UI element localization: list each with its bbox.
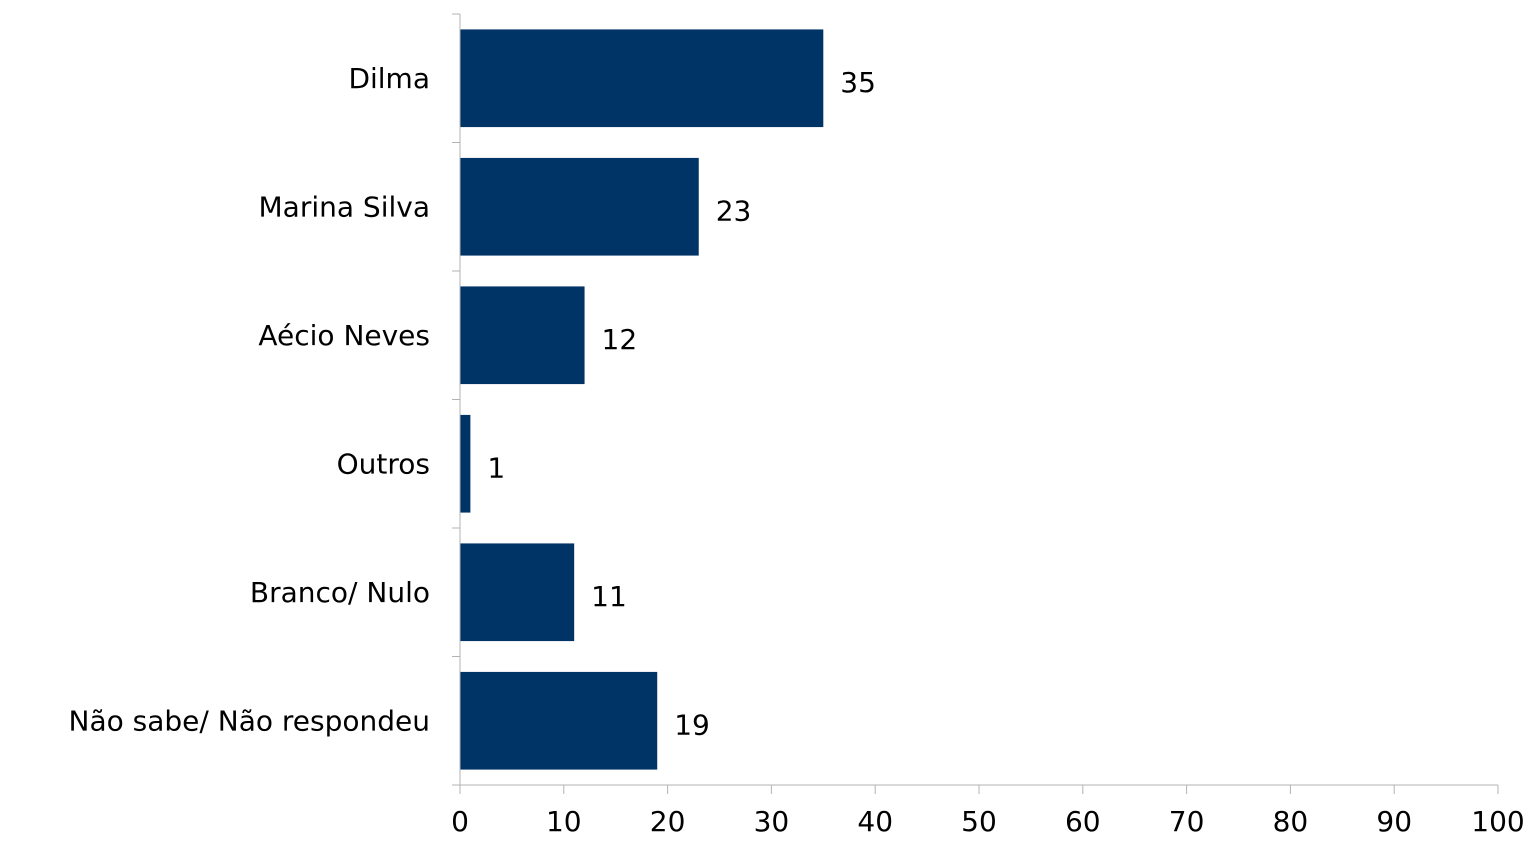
x-tick-label-70: 70: [1169, 805, 1205, 838]
x-tick-label-100: 100: [1471, 805, 1524, 838]
bar-outros: [460, 414, 471, 513]
category-label-nao-sabe-nao-respondeu: Não sabe/ Não respondeu: [69, 704, 430, 737]
category-label-marina-silva: Marina Silva: [259, 190, 430, 223]
value-label-branco-nulo: 11: [591, 580, 627, 613]
x-tick-label-0: 0: [451, 805, 469, 838]
x-tick-label-10: 10: [546, 805, 582, 838]
x-tick-label-40: 40: [857, 805, 893, 838]
x-tick-label-90: 90: [1376, 805, 1412, 838]
bar-nao-sabe-nao-respondeu: [460, 671, 658, 770]
x-tick-label-30: 30: [754, 805, 790, 838]
x-tick-label-80: 80: [1273, 805, 1309, 838]
category-label-aecio-neves: Aécio Neves: [258, 319, 430, 352]
x-tick-label-60: 60: [1065, 805, 1101, 838]
value-label-nao-sabe-nao-respondeu: 19: [674, 708, 710, 741]
x-tick-label-20: 20: [650, 805, 686, 838]
bar-marina-silva: [460, 157, 699, 256]
value-label-outros: 1: [487, 451, 505, 484]
value-label-marina-silva: 23: [716, 194, 752, 227]
bar-dilma: [460, 29, 824, 128]
bars-layer: [460, 29, 824, 770]
category-label-dilma: Dilma: [348, 62, 430, 95]
category-label-branco-nulo: Branco/ Nulo: [250, 576, 430, 609]
bar-branco-nulo: [460, 543, 575, 642]
bar-aecio-neves: [460, 286, 585, 385]
x-tick-label-50: 50: [961, 805, 997, 838]
category-label-outros: Outros: [337, 447, 430, 480]
value-label-aecio-neves: 12: [602, 323, 638, 356]
axis-layer: [452, 13, 1499, 794]
labels-layer: Dilma 35 Marina Silva 23 Aécio Neves 12 Outros…: [69, 62, 1525, 838]
value-label-dilma: 35: [840, 66, 876, 99]
